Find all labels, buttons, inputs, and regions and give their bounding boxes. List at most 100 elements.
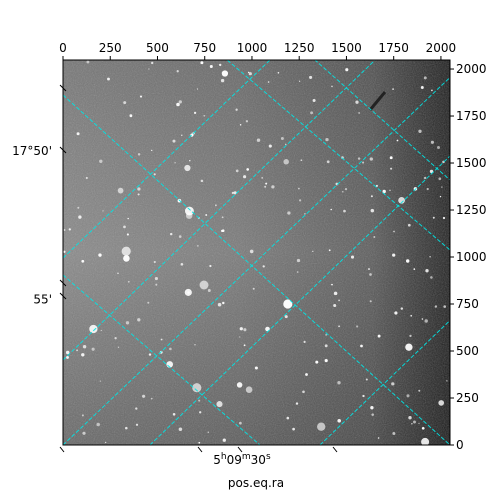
x-tick-label-3: 750: [193, 41, 216, 55]
star: [264, 185, 267, 188]
star: [239, 124, 242, 126]
star: [217, 302, 222, 307]
star: [268, 144, 272, 148]
star: [254, 366, 258, 370]
dec-tick-0: [59, 84, 67, 92]
star: [389, 189, 391, 192]
x-tick-label-4: 1000: [237, 41, 268, 55]
star: [198, 399, 201, 402]
star: [68, 228, 71, 231]
star: [196, 88, 199, 90]
star: [218, 63, 222, 67]
star: [299, 80, 301, 82]
star: [189, 160, 191, 162]
star: [256, 138, 261, 142]
grid-line-8: [314, 60, 450, 181]
star: [283, 159, 289, 165]
ra-tick-2: [237, 446, 243, 453]
star: [148, 353, 152, 356]
star: [235, 169, 239, 173]
star: [413, 420, 416, 424]
star: [207, 289, 211, 292]
star: [344, 188, 348, 191]
star: [394, 311, 398, 315]
x-tick-label-0: 0: [59, 41, 67, 55]
x-tick-label-1: 250: [99, 41, 122, 55]
grid-line-7: [63, 274, 261, 445]
star: [100, 329, 102, 332]
star: [178, 100, 182, 104]
star: [358, 112, 360, 114]
star: [199, 411, 202, 414]
star: [408, 415, 412, 420]
y-tick-label-5: 1250: [456, 203, 487, 217]
star: [389, 156, 393, 160]
star: [324, 344, 328, 348]
star: [86, 60, 90, 64]
star: [343, 209, 346, 213]
star: [63, 229, 66, 231]
star: [117, 187, 124, 194]
star: [430, 140, 434, 144]
star: [180, 262, 184, 266]
star: [283, 299, 293, 309]
star: [430, 276, 433, 279]
star: [338, 299, 340, 302]
star: [193, 111, 197, 115]
star: [421, 426, 425, 430]
star: [277, 71, 280, 74]
star: [310, 111, 314, 115]
star: [76, 132, 80, 136]
star: [65, 350, 70, 355]
star: [209, 264, 212, 268]
star: [442, 216, 446, 220]
star-field: [63, 60, 448, 445]
star: [418, 422, 420, 425]
world-axis-ticks: [59, 84, 338, 453]
star: [137, 153, 141, 156]
star: [176, 102, 180, 107]
star: [424, 319, 428, 323]
star: [107, 77, 110, 81]
star: [333, 291, 338, 296]
star: [135, 407, 138, 410]
star: [331, 85, 333, 88]
star: [192, 383, 202, 393]
y-tick-label-2: 500: [456, 344, 479, 358]
star: [338, 325, 341, 328]
star: [82, 344, 87, 349]
star: [418, 129, 422, 133]
star: [446, 380, 448, 382]
star: [369, 157, 373, 161]
star: [286, 416, 290, 420]
star: [400, 307, 404, 310]
star: [248, 72, 252, 76]
star: [252, 287, 255, 290]
star: [287, 211, 291, 215]
star: [209, 64, 213, 69]
star: [443, 305, 447, 308]
star: [239, 336, 241, 338]
star: [99, 159, 103, 164]
star: [392, 431, 396, 436]
star: [142, 394, 146, 398]
star: [246, 168, 250, 171]
star: [220, 78, 225, 83]
star: [135, 423, 139, 426]
star: [367, 268, 371, 271]
star: [205, 214, 208, 216]
star: [222, 301, 225, 305]
star: [200, 179, 204, 183]
star: [63, 250, 66, 253]
star: [296, 258, 301, 263]
dec-tick-3: [59, 292, 67, 300]
star: [98, 253, 102, 257]
star: [299, 199, 302, 202]
star: [420, 86, 424, 89]
star: [437, 146, 440, 149]
star: [305, 373, 308, 376]
star: [121, 246, 131, 256]
star: [324, 359, 328, 363]
star: [137, 187, 141, 191]
star: [317, 422, 326, 431]
